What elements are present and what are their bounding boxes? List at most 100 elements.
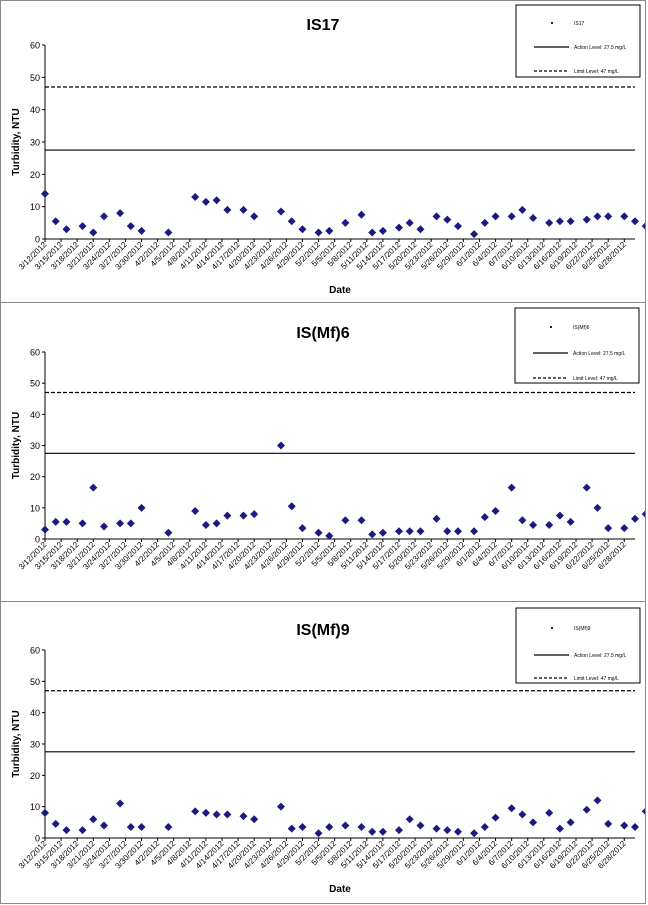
- chart-panel-is17: IS17 Turbidity, NTU Date 0 10 20 30 40 50 60 3/12/…: [0, 0, 646, 303]
- data-point: [368, 228, 377, 237]
- data-point: [470, 829, 479, 838]
- data-point: [314, 829, 323, 838]
- data-point: [41, 525, 49, 534]
- data-point: [395, 223, 403, 232]
- data-point: [566, 818, 575, 827]
- legend-label-limit: Limit Level: 47 mg/L: [573, 376, 618, 382]
- data-point: [287, 824, 296, 833]
- data-point: [191, 807, 200, 816]
- data-point: [470, 230, 479, 239]
- data-point: [454, 827, 462, 836]
- data-point: [432, 514, 441, 523]
- data-point: [100, 212, 108, 221]
- data-point: [126, 222, 135, 231]
- data-point: [116, 519, 125, 528]
- y-tick-label: 20: [30, 771, 40, 781]
- y-tick-label: 10: [30, 202, 40, 212]
- data-point: [641, 510, 645, 518]
- data-point: [368, 827, 377, 836]
- y-tick-label: 50: [30, 379, 40, 389]
- data-point: [287, 217, 296, 226]
- chart-title: IS17: [307, 17, 340, 34]
- legend-box: [515, 607, 641, 684]
- data-point: [405, 815, 414, 824]
- data-point: [89, 228, 98, 237]
- data-point: [395, 826, 403, 835]
- data-point: [432, 212, 441, 221]
- y-tick-label: 60: [30, 41, 40, 51]
- data-point: [41, 808, 49, 817]
- data-point: [378, 528, 387, 537]
- data-point: [164, 528, 173, 537]
- data-point: [62, 826, 71, 835]
- data-point: [378, 226, 387, 235]
- data-point: [250, 815, 259, 824]
- data-point: [604, 819, 613, 828]
- legend-marker: [551, 627, 553, 629]
- data-point: [298, 225, 307, 234]
- data-point: [604, 212, 613, 221]
- y-tick-label: 10: [30, 503, 40, 513]
- y-tick-label: 30: [30, 740, 40, 750]
- data-point: [405, 218, 414, 227]
- data-point: [631, 514, 639, 523]
- y-tick-label: 10: [30, 802, 40, 812]
- y-axis-label: Turbidity, NTU: [11, 108, 22, 175]
- data-point: [357, 516, 366, 525]
- y-axis-label: Turbidity, NTU: [11, 710, 22, 777]
- data-point: [223, 511, 232, 520]
- data-point: [582, 483, 591, 492]
- y-tick-label: 40: [30, 410, 40, 420]
- y-axis-label: Turbidity, NTU: [11, 412, 22, 479]
- data-point: [239, 205, 248, 214]
- data-point: [250, 510, 259, 519]
- data-point: [443, 215, 452, 224]
- data-point: [529, 818, 538, 827]
- x-axis-label: Date: [329, 884, 351, 895]
- legend-label-series: IS17: [574, 21, 585, 27]
- data-point: [405, 527, 414, 536]
- data-point: [416, 821, 425, 830]
- y-tick-label: 20: [30, 472, 40, 482]
- data-point: [566, 517, 575, 526]
- data-point: [89, 483, 98, 492]
- data-point: [325, 823, 334, 832]
- data-point: [277, 802, 285, 811]
- data-point: [325, 226, 334, 235]
- data-point: [51, 217, 60, 226]
- data-point: [480, 513, 489, 522]
- data-point: [116, 799, 125, 808]
- data-point: [325, 531, 334, 540]
- data-point: [555, 217, 564, 226]
- data-point: [78, 222, 87, 231]
- chart-title: IS(Mf)6: [296, 325, 349, 342]
- data-point: [620, 212, 629, 221]
- y-tick-label: 0: [35, 535, 40, 545]
- data-point: [51, 819, 60, 828]
- data-point: [357, 823, 366, 832]
- data-point: [100, 821, 108, 830]
- legend-label-action: Action Level: 27.5 mg/L: [574, 45, 626, 51]
- data-point: [116, 209, 125, 218]
- data-point: [507, 483, 516, 492]
- legend-box: [515, 4, 641, 78]
- data-point: [357, 210, 366, 219]
- data-point: [341, 218, 350, 227]
- legend-label-series: IS(Mf)9: [574, 626, 591, 632]
- data-point: [566, 217, 575, 226]
- y-tick-label: 0: [35, 235, 40, 245]
- data-point: [341, 516, 350, 525]
- legend-label-action: Action Level: 27.5 mg/L: [573, 351, 625, 357]
- data-point: [62, 517, 71, 526]
- data-point: [432, 824, 441, 833]
- legend-label-action: Action Level: 27.5 mg/L: [574, 653, 626, 659]
- data-point: [593, 212, 602, 221]
- data-point: [368, 530, 377, 539]
- data-point: [545, 808, 554, 817]
- data-point: [137, 823, 146, 832]
- data-point: [126, 519, 135, 528]
- data-point: [416, 225, 425, 234]
- data-point: [555, 824, 564, 833]
- data-point: [212, 196, 221, 205]
